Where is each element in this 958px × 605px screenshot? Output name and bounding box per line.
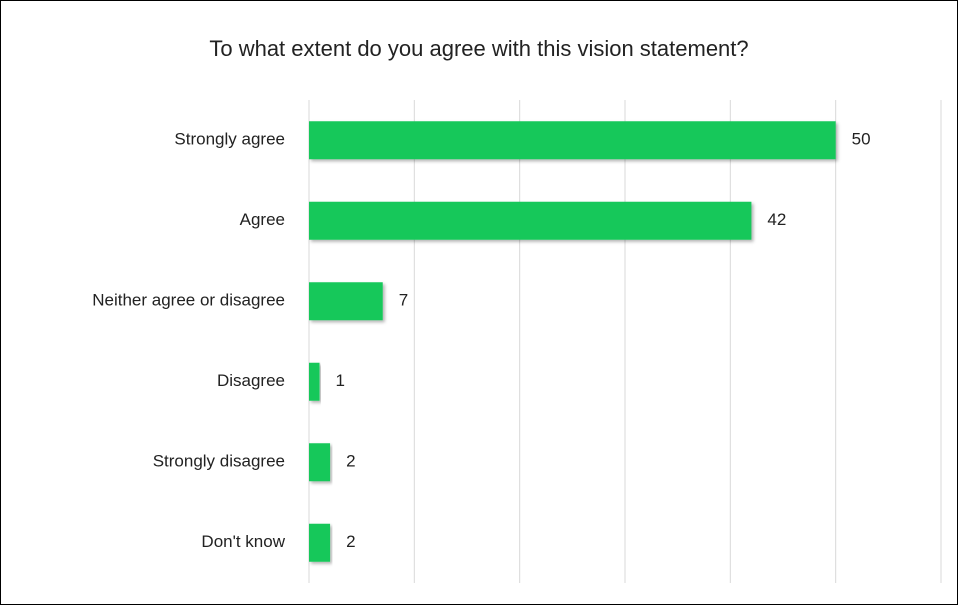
value-label: 42 [767, 210, 786, 229]
value-label: 2 [346, 452, 355, 471]
value-label: 7 [399, 291, 408, 310]
y-tick-label: Strongly agree [174, 130, 285, 149]
y-tick-label: Don't know [201, 532, 285, 551]
y-tick-label: Agree [240, 210, 285, 229]
bar [309, 443, 331, 482]
bar [309, 362, 320, 401]
y-tick-label: Strongly disagree [153, 452, 285, 471]
bar [309, 121, 836, 160]
y-tick-label: Neither agree or disagree [92, 291, 285, 310]
y-tick-label: Disagree [217, 371, 285, 390]
value-label: 1 [336, 371, 345, 390]
chart-title: To what extent do you agree with this vi… [209, 36, 748, 61]
bar [309, 201, 752, 240]
value-label: 50 [852, 130, 871, 149]
value-label: 2 [346, 532, 355, 551]
bar [309, 282, 383, 321]
bar [309, 523, 331, 562]
